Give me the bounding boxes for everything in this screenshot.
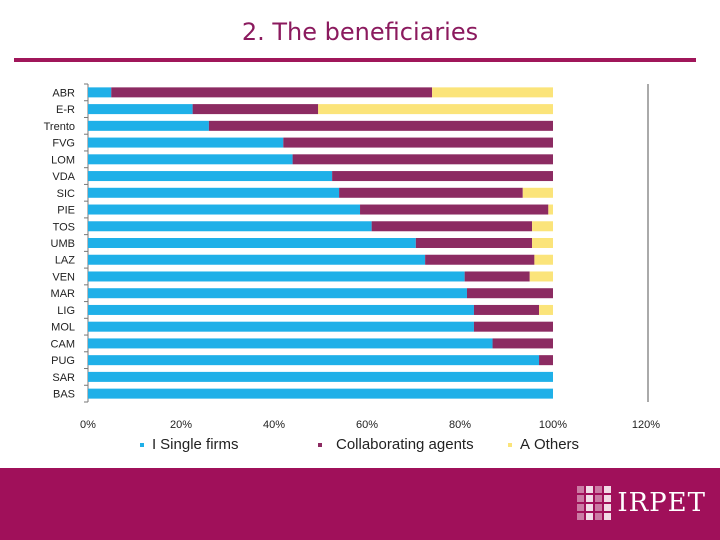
legend-swatch-collaborating <box>318 442 322 447</box>
bar-segment-single-firms <box>88 321 474 332</box>
bar-segment-single-firms <box>88 187 340 198</box>
bar-segment-single-firms <box>88 204 361 215</box>
y-tick-label: MAR <box>51 288 76 300</box>
bar-segment-collaborating-agents <box>539 355 553 366</box>
bar-segment-collaborating-agents <box>371 221 533 232</box>
y-tick-label: BAS <box>53 389 75 401</box>
footer-band: IRPET <box>0 468 720 540</box>
bar-segment-collaborating-agents <box>425 254 535 265</box>
bar-segment-single-firms <box>88 254 426 265</box>
bar-segment-single-firms <box>88 388 553 399</box>
y-tick-label: PIE <box>57 205 75 217</box>
x-tick-label: 40% <box>263 419 285 431</box>
y-tick-label: LOM <box>51 154 75 166</box>
y-tick-label: LAZ <box>55 255 75 267</box>
bar-segment-others <box>318 104 553 115</box>
y-tick-label: VEN <box>52 271 75 283</box>
bar-segment-single-firms <box>88 271 465 282</box>
bar-segment-others <box>534 254 553 265</box>
x-tick-label: 0% <box>80 419 96 431</box>
legend-prefix-single: I <box>152 436 157 453</box>
bar-segment-collaborating-agents <box>492 338 553 349</box>
bar-segment-single-firms <box>88 154 293 165</box>
bar-segment-collaborating-agents <box>111 87 433 98</box>
bar-segment-collaborating-agents <box>466 288 553 299</box>
y-tick-label: E-R <box>56 104 75 116</box>
y-tick-label: SIC <box>57 188 75 200</box>
x-tick-label: 60% <box>356 419 378 431</box>
bar-segment-collaborating-agents <box>283 137 553 148</box>
bar-segment-others <box>532 238 553 248</box>
bar-segment-collaborating-agents <box>473 304 540 315</box>
y-tick-label: ABR <box>52 87 75 99</box>
legend-label-collaborating-agents: Collaborating agents <box>336 436 474 453</box>
legend-label-others: Others <box>534 436 580 453</box>
y-tick-label: VDA <box>52 171 75 183</box>
bar-segment-single-firms <box>88 238 416 248</box>
legend-prefix-others: A <box>520 436 531 453</box>
bar-segment-collaborating-agents <box>464 271 530 282</box>
bar-segment-others <box>532 221 553 232</box>
bar-segment-single-firms <box>88 355 540 366</box>
bar-segment-single-firms <box>88 304 474 315</box>
x-tick-label: 120% <box>632 419 660 431</box>
legend-item-single-firms: I Single firms <box>140 436 239 453</box>
bar-segment-single-firms <box>88 87 112 98</box>
slide-title: 2. The beneficiaries <box>241 18 479 46</box>
bar-segment-single-firms <box>88 104 193 115</box>
y-tick-label: Trento <box>44 121 75 133</box>
bar-segment-single-firms <box>88 120 209 131</box>
y-tick-label: UMB <box>51 238 75 250</box>
y-tick-label: CAM <box>51 338 75 350</box>
bar-segment-single-firms <box>88 221 372 232</box>
bar-segment-collaborating-agents <box>415 238 533 248</box>
bar-segment-collaborating-agents <box>292 154 553 165</box>
bar-segment-collaborating-agents <box>332 171 553 182</box>
y-tick-label: MOL <box>51 322 75 334</box>
legend-item-others: A Others <box>508 436 579 453</box>
irpet-logo-icon <box>577 486 612 520</box>
bar-segment-single-firms <box>88 371 553 382</box>
x-tick-label: 20% <box>170 419 192 431</box>
bar-segment-single-firms <box>88 171 333 182</box>
y-tick-label: PUG <box>51 355 75 367</box>
bar-segment-collaborating-agents <box>192 104 319 115</box>
x-tick-label: 80% <box>449 419 471 431</box>
bar-segment-collaborating-agents <box>473 321 553 332</box>
bar-segment-others <box>432 87 553 98</box>
bar-segment-collaborating-agents <box>208 120 553 131</box>
bar-segment-others <box>548 204 553 215</box>
irpet-logo: IRPET <box>577 486 706 520</box>
bar-segment-others <box>539 304 553 315</box>
stacked-bar-chart: ABR E-R Trento FVG LOM VDA SIC PIE TOS UMB LAZ VEN M… <box>44 83 660 431</box>
legend-swatch-others <box>508 442 512 447</box>
x-tick-label: 100% <box>539 419 567 431</box>
y-tick-label: FVG <box>52 138 75 150</box>
bar-segment-single-firms <box>88 288 467 299</box>
irpet-logo-text: IRPET <box>617 488 706 518</box>
y-tick-label: LIG <box>57 305 75 317</box>
legend-item-collaborating-agents: Collaborating agents <box>318 436 474 453</box>
y-tick-label: SAR <box>52 372 75 384</box>
bar-segment-single-firms <box>88 338 493 349</box>
bar-segment-others <box>529 271 553 282</box>
bar-segment-single-firms <box>88 137 284 148</box>
legend-label-single-firms: Single firms <box>160 436 239 453</box>
legend-swatch-single-firms <box>140 442 144 447</box>
bar-segment-others <box>522 187 553 198</box>
bar-segment-collaborating-agents <box>339 187 523 198</box>
y-tick-label: TOS <box>53 221 75 233</box>
title-divider <box>14 58 696 62</box>
bar-segment-collaborating-agents <box>360 204 549 215</box>
